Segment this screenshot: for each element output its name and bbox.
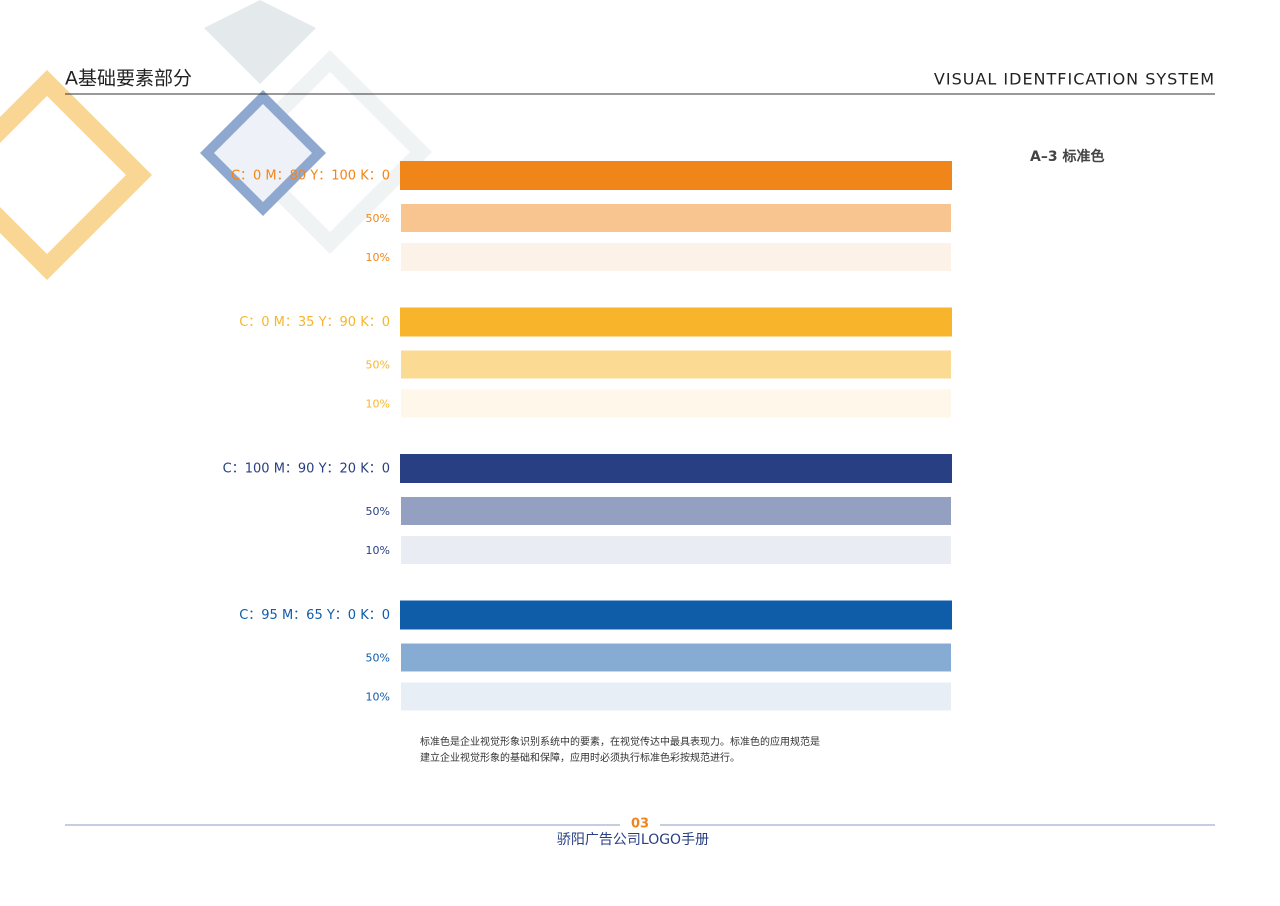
tint-bar [401,643,951,672]
color-bar [400,600,952,630]
color-bar [400,454,952,483]
color-label: C：0 M：35 Y：90 K：0 [239,315,390,330]
tint-label: 50% [366,505,390,518]
tint-bar [401,350,951,379]
color-bar [400,307,952,337]
body-text: 标准色是企业视觉形象识别系统中的要素，在视觉传达中最具表现力。标准色的应用规范是 [420,735,820,748]
tint-bar [401,682,951,711]
color-label: C：0 M：80 Y：100 K：0 [231,169,390,184]
color-bar [400,161,952,190]
color-label: C：100 M：90 Y：20 K：0 [223,462,390,477]
tint-label: 10% [366,544,390,557]
header-subtitle: VISUAL IDENTFICATION SYSTEM [934,70,1215,89]
page-number: 03 [631,817,649,832]
tint-bar [401,204,951,232]
body-text: 建立企业视觉形象的基础和保障，应用时必须执行标准色彩按规范进行。 [420,751,740,764]
color-label: C：95 M：65 Y：0 K：0 [239,608,390,623]
tint-bar [401,536,951,564]
tint-label: 50% [366,359,390,372]
tint-bar [401,243,951,271]
tint-bar [401,497,951,525]
tint-label: 10% [366,398,390,411]
tint-label: 50% [366,212,390,225]
tint-label: 10% [366,251,390,264]
footer-title: 骄阳广告公司LOGO手册 [557,832,709,848]
tint-label: 50% [366,652,390,665]
swatches: C：0 M：80 Y：100 K：0 50% 10% C：0 M：35 Y：90 K：… [223,161,952,711]
tint-bar [401,389,951,418]
tint-label: 10% [366,691,390,704]
decoration [0,0,432,280]
section-title: A–3 标准色 [1030,148,1104,165]
header-title: A基础要素部分 [65,68,192,90]
